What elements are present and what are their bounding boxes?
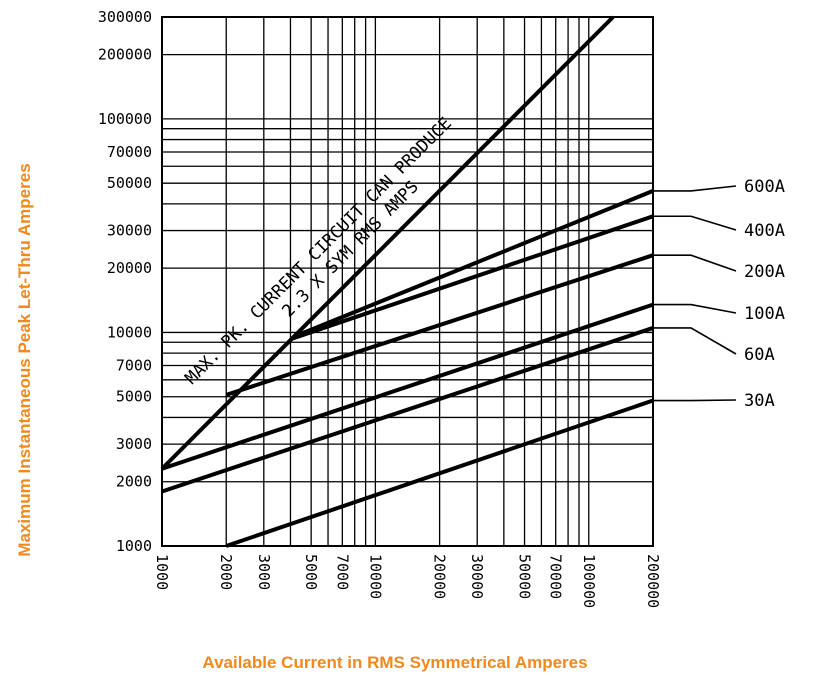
x-tick-label: 20000 [431,554,449,599]
y-tick-label: 30000 [107,222,152,240]
series-leader [653,327,737,355]
x-tick-label: 200000 [644,554,662,608]
annotation: MAX. PK. CURRENT CIRCUIT CAN PRODUCE2.3 … [181,114,456,389]
y-tick-label: 7000 [116,357,152,375]
max-current-line [160,15,615,471]
x-tick-label: 100000 [580,554,598,608]
series-label-600a: 600A [744,177,785,197]
series-line-400a [289,214,654,342]
series-leader [653,185,737,192]
y-tick-label: 1000 [116,537,152,555]
series-line-30a [225,398,654,548]
y-axis-title: Maximum Instantaneous Peak Let-Thru Ampe… [15,163,34,556]
y-tick-label: 10000 [107,323,152,341]
series-line-200a [225,253,654,397]
series-labels: 600A 400A 200A 100A 60A 30A [653,177,785,411]
series-line-600a [294,189,654,339]
y-tick-label: 200000 [98,46,152,64]
y-tick-label: 20000 [107,259,152,277]
series-label-100a: 100A [744,304,785,324]
series-label-60a: 60A [744,345,775,365]
x-tick-label: 2000 [217,554,235,590]
series-line-60a [161,326,654,494]
y-tick-label: 2000 [116,473,152,491]
x-axis-title: Available Current in RMS Symmetrical Amp… [202,653,587,672]
plot-frame [161,16,654,547]
y-tick-label: 100000 [98,110,152,128]
x-tick-labels: 1000 2000 3000 5000 7000 10000 20000 30000 50000… [153,554,662,608]
x-tick-label: 5000 [302,554,320,590]
y-tick-label: 3000 [116,435,152,453]
x-tick-label: 50000 [516,554,534,599]
y-tick-label: 50000 [107,174,152,192]
y-tick-label: 5000 [116,388,152,406]
series-leader [653,215,737,231]
annotation-line-1: MAX. PK. CURRENT CIRCUIT CAN PRODUCE [181,114,456,389]
series-line-100a [161,302,654,471]
series-leader [653,303,737,314]
series-label-30a: 30A [744,391,775,411]
x-tick-label: 7000 [333,554,351,590]
x-tick-label: 30000 [468,554,486,599]
series-label-200a: 200A [744,262,785,282]
x-tick-label: 10000 [366,554,384,599]
series-leader [653,254,737,272]
y-tick-labels: 1000 2000 3000 5000 7000 10000 20000 30000 50000… [98,8,152,555]
series-leader [653,399,737,402]
series-label-400a: 400A [744,221,785,241]
x-tick-label: 1000 [153,554,171,590]
y-tick-label: 300000 [98,8,152,26]
x-tick-label: 3000 [255,554,273,590]
y-tick-label: 70000 [107,143,152,161]
series-lines [160,15,654,548]
x-tick-label: 70000 [547,554,565,599]
